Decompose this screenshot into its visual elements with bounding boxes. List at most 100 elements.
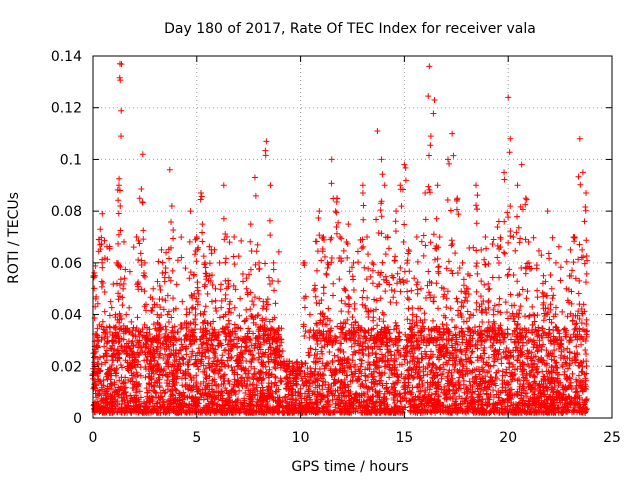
data-point [202,270,209,277]
data-point [446,380,453,387]
data-point [433,342,440,349]
data-point [173,370,180,377]
data-point [382,406,389,413]
data-point [100,377,107,384]
data-point [505,381,512,388]
data-point [550,389,557,396]
data-point [239,374,246,381]
data-point [162,406,169,413]
data-point [444,361,451,368]
data-point [117,281,124,288]
data-point [529,357,536,364]
data-point [424,396,431,403]
data-point [275,386,282,393]
data-point [346,403,353,410]
data-point [291,407,298,414]
data-point [232,391,239,398]
data-point [388,407,395,414]
data-point [328,336,335,343]
data-point [526,383,533,390]
data-point [495,351,502,358]
data-point [424,379,431,386]
data-point [129,338,136,345]
data-point [371,403,378,410]
data-point [504,272,511,279]
data-point [334,353,341,360]
data-point [555,327,562,334]
data-point [141,273,148,280]
data-point [117,77,124,84]
data-point [118,133,125,140]
data-point [240,278,246,285]
data-point [286,408,293,415]
data-point [377,346,384,353]
data-point [308,377,315,384]
data-point [366,400,373,407]
data-point [512,247,519,254]
data-point [499,409,506,416]
data-point [485,260,492,267]
data-point [416,367,423,373]
data-point [288,392,295,399]
data-point [383,380,390,387]
data-point [495,394,502,401]
data-point [355,259,362,266]
data-point [253,408,260,415]
data-point [464,370,471,377]
data-point [367,335,374,342]
data-point [167,388,174,395]
data-point [201,368,208,375]
data-point [392,387,399,394]
data-point [130,332,137,339]
data-point [347,335,354,342]
data-point [279,348,286,355]
data-point [162,389,169,396]
data-point [462,351,469,358]
data-point [523,353,530,360]
data-point [443,409,450,416]
data-point [343,372,350,379]
data-point [506,407,513,414]
data-point [194,385,201,392]
data-point [479,354,486,361]
data-point [169,329,176,336]
data-point [156,371,163,378]
data-point [264,301,271,308]
data-point [118,335,125,342]
data-point [485,354,492,361]
data-point [174,373,181,380]
data-point [221,329,228,336]
data-point [183,351,190,358]
data-point [154,361,161,368]
data-point [114,347,121,354]
data-point [440,366,447,373]
data-point [460,282,467,289]
data-point [216,368,223,375]
data-point [518,389,525,396]
data-point [137,402,144,409]
data-point [238,237,245,244]
data-point [487,363,494,370]
data-point [475,391,482,398]
data-point [115,240,122,247]
data-point [506,359,513,366]
data-point [156,379,163,386]
data-point [349,377,356,384]
data-point [108,395,115,402]
data-point [264,400,271,407]
data-point [355,376,362,383]
data-point [121,385,128,392]
data-point [128,318,135,325]
data-point [137,343,144,350]
data-point [297,393,304,400]
data-point [452,340,459,347]
data-point [179,355,186,362]
data-point [413,281,420,288]
data-point [481,337,488,344]
data-point [578,319,585,326]
data-point [132,389,139,396]
data-point [254,399,261,406]
data-point [241,400,248,407]
data-point [128,409,135,416]
data-point [491,302,498,309]
